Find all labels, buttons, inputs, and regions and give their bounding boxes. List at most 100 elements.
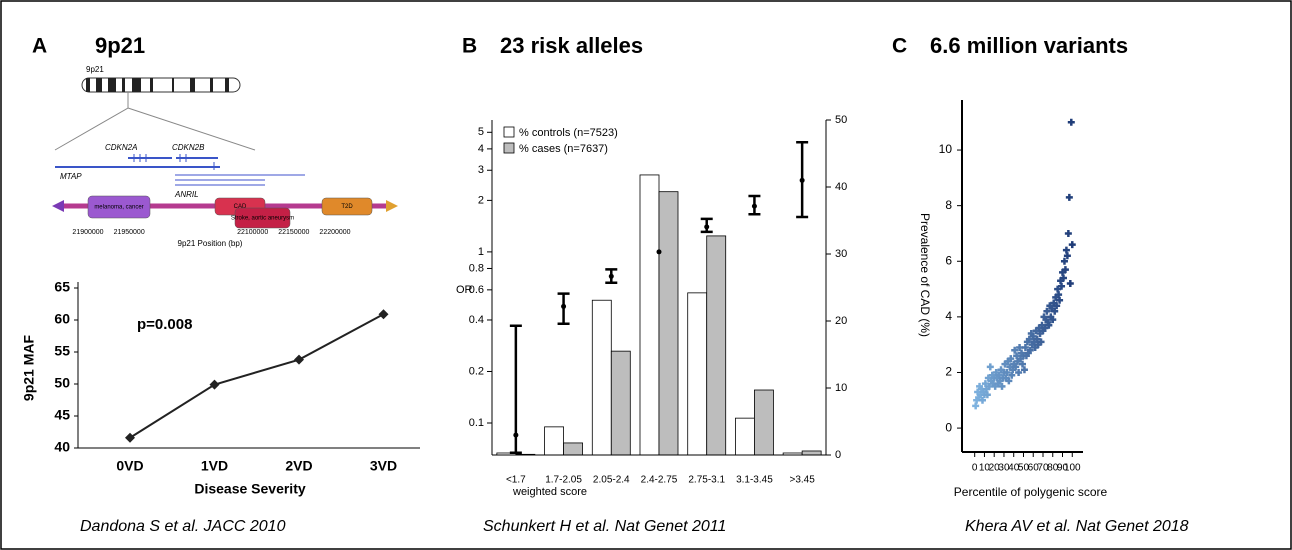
position-label: 22150000	[278, 229, 309, 236]
chromosome-band	[150, 78, 153, 92]
data-point	[1012, 363, 1020, 371]
region-box	[87, 195, 151, 219]
bar	[544, 426, 564, 456]
x-tick-label: 1.7-2.05	[545, 475, 582, 486]
y2-tick-label: 40	[835, 181, 847, 193]
data-point	[1016, 343, 1024, 351]
y2-tick-label: 0	[835, 449, 841, 461]
data-point	[1021, 343, 1029, 351]
region-label: melanoma, cancer	[94, 205, 143, 211]
x-tick-label: 50	[1018, 463, 1030, 474]
x-tick-label: 80	[1047, 463, 1059, 474]
or-point	[561, 303, 567, 309]
data-point	[1015, 368, 1023, 376]
bar	[563, 442, 583, 456]
position-label: 22200000	[319, 229, 350, 236]
data-line	[129, 313, 384, 439]
or-point	[751, 203, 757, 209]
y-tick-label: 2	[945, 365, 952, 379]
data-point	[998, 382, 1006, 390]
or-point	[704, 224, 710, 230]
error-bar	[509, 324, 522, 454]
x-tick-label: 30	[998, 463, 1010, 474]
data-point	[1025, 335, 1033, 343]
bar	[658, 191, 679, 456]
bar	[735, 417, 755, 456]
x-tick-label: 40	[1008, 463, 1020, 474]
x-axis-label: Disease Severity	[194, 481, 306, 497]
chromosome-band	[210, 78, 213, 92]
or-point	[513, 432, 519, 438]
data-point	[1019, 360, 1026, 368]
y-tick-label: 4	[478, 143, 484, 155]
data-point	[1059, 274, 1067, 282]
legend-label: % cases (n=7637)	[519, 143, 608, 155]
y-tick-label: 0.2	[469, 365, 484, 377]
y-axis-label: 9p21 MAF	[21, 334, 37, 401]
data-point	[985, 382, 993, 390]
legend-swatch	[503, 126, 515, 138]
y2-tick-label: 20	[835, 315, 847, 327]
citation: Dandona S et al. JACC 2010	[80, 518, 286, 535]
or-point	[799, 177, 805, 183]
zoom-lines	[54, 92, 256, 151]
x-tick-label: >3.45	[789, 475, 815, 486]
gene-label: MTAP	[60, 172, 82, 181]
data-point	[978, 396, 986, 404]
x-axis-label: Percentile of polygenic score	[954, 485, 1108, 499]
y-tick-label: 2	[478, 194, 484, 206]
y-tick-label: 8	[945, 198, 952, 212]
chromosome-band	[86, 78, 90, 92]
data-point	[1020, 366, 1028, 374]
gene-label: CDKN2A	[105, 143, 137, 152]
region-label: CAD	[234, 204, 247, 210]
legend-label: % controls (n=7523)	[519, 127, 618, 139]
y2-tick-label: 10	[835, 382, 847, 394]
y-tick-label: 6	[945, 253, 952, 267]
position-label: 21900000	[72, 229, 103, 236]
panel-title: 23 risk alleles	[500, 33, 643, 58]
data-point	[125, 432, 135, 443]
bar	[754, 389, 774, 456]
data-point	[1058, 282, 1066, 290]
arrow-left	[52, 200, 64, 212]
position-axis-label: 9p21 Position (bp)	[178, 239, 243, 248]
region-label: Stroke, aortic aneurysm	[231, 216, 294, 222]
chromosome-band	[108, 78, 116, 92]
data-point	[983, 391, 991, 399]
y-axis-label: Prevalence of CAD (%)	[918, 213, 932, 337]
data-point	[1064, 229, 1072, 237]
gene-track	[55, 157, 220, 168]
bar	[706, 235, 727, 456]
panel-title: 6.6 million variants	[930, 33, 1128, 58]
y-tick-label: 4	[945, 309, 952, 323]
x-tick-label: 2.05-2.4	[593, 475, 630, 486]
y-axis-label: OR	[456, 284, 473, 296]
data-point	[986, 363, 994, 371]
region-label: T2D	[341, 204, 353, 210]
y-tick-label: 55	[54, 343, 70, 359]
data-point	[1011, 346, 1019, 354]
data-point	[294, 354, 304, 365]
data-point	[1041, 324, 1049, 332]
x-tick-label: 3.1-3.45	[736, 475, 773, 486]
y-tick-label: 1	[478, 246, 484, 258]
data-point	[1061, 266, 1069, 274]
data-point	[1056, 296, 1064, 304]
gene-label: CDKN2B	[172, 143, 205, 152]
chromosome-label: 9p21	[86, 65, 104, 74]
data-point	[1043, 307, 1051, 315]
y-tick-label: 0.8	[469, 262, 484, 274]
x-tick-label: 90	[1057, 463, 1069, 474]
data-point	[1063, 252, 1071, 260]
anril-track	[175, 174, 305, 186]
chromosome-band	[190, 78, 195, 92]
arrow-right	[386, 200, 398, 212]
y-tick-label: 0	[945, 420, 952, 434]
gene-label: ANRIL	[174, 190, 199, 199]
data-point	[209, 379, 220, 390]
citation: Khera AV et al. Nat Genet 2018	[965, 518, 1189, 535]
data-point	[1067, 118, 1075, 126]
data-point	[1051, 307, 1059, 315]
